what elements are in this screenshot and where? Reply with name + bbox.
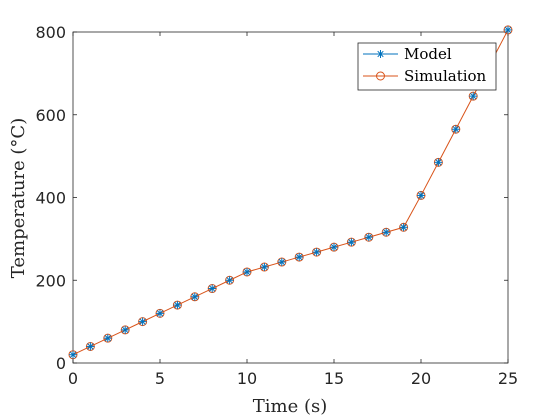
- y-tick-label: 600: [35, 106, 66, 125]
- model-point-stroke: [330, 243, 338, 251]
- model-point: [138, 317, 147, 326]
- model-point: [103, 334, 112, 343]
- x-axis-label: Time (s): [253, 396, 328, 417]
- x-tick-label: 25: [498, 369, 518, 388]
- y-tick-label: 0: [56, 354, 66, 373]
- legend-model-label: Model: [404, 45, 452, 63]
- model-point-stroke: [296, 253, 303, 261]
- model-point-stroke: [209, 285, 216, 292]
- model-point-stroke: [191, 293, 198, 300]
- simulation-line: [72, 29, 509, 356]
- model-point-stroke: [400, 224, 407, 231]
- y-tick-label: 200: [35, 271, 66, 290]
- x-tick-label: 20: [411, 369, 431, 388]
- model-point: [156, 309, 164, 318]
- model-point-stroke: [278, 258, 285, 266]
- model-point-stroke: [313, 248, 320, 256]
- model-point: [121, 325, 130, 334]
- x-tick-label: 15: [324, 369, 344, 388]
- legend-model-marker: [376, 50, 385, 58]
- model-point: [504, 25, 512, 34]
- model-point: [451, 125, 460, 134]
- model-point: [225, 276, 234, 285]
- model-point: [69, 350, 77, 359]
- x-tick-label: 0: [68, 369, 78, 388]
- model-point: [295, 253, 304, 262]
- y-axis-label: Temperature (°C): [8, 118, 29, 278]
- axis-ticks: 0 5 10 15 20 25 0 200 400 600 800: [35, 23, 518, 388]
- legend: Model Simulation: [357, 42, 497, 91]
- model-point-stroke: [226, 277, 233, 284]
- model-point-stroke: [452, 126, 459, 133]
- model-point: [208, 284, 217, 293]
- model-point-stroke: [348, 239, 355, 246]
- legend-simulation-label: Simulation: [404, 67, 487, 85]
- model-point-stroke: [122, 326, 129, 334]
- model-point-stroke: [417, 192, 425, 199]
- model-point: [173, 301, 182, 310]
- model-point-stroke: [156, 310, 164, 317]
- model-point-stroke: [139, 318, 146, 325]
- model-point-stroke: [69, 351, 77, 358]
- model-point: [417, 191, 425, 200]
- model-point: [347, 238, 356, 247]
- model-point-stroke: [261, 263, 268, 271]
- model-point: [364, 233, 373, 242]
- model-point: [469, 92, 478, 101]
- x-tick-label: 10: [237, 369, 257, 388]
- legend-model-marker-stroke: [377, 50, 384, 58]
- model-point-stroke: [504, 26, 512, 34]
- model-point-stroke: [365, 234, 372, 241]
- x-tick-label: 5: [155, 369, 165, 388]
- model-point: [260, 263, 269, 272]
- model-point-stroke: [470, 92, 477, 100]
- model-point: [382, 228, 391, 237]
- y-tick-label: 800: [35, 23, 66, 42]
- model-point-stroke: [104, 335, 111, 342]
- model-point: [434, 158, 443, 167]
- model-point: [277, 258, 286, 267]
- model-point-stroke: [243, 268, 251, 276]
- model-point: [243, 267, 251, 276]
- model-point: [86, 342, 95, 351]
- model-point: [399, 223, 408, 232]
- model-point-stroke: [435, 159, 442, 166]
- model-point: [312, 248, 321, 257]
- model-point-stroke: [383, 229, 390, 236]
- model-point: [330, 243, 338, 252]
- model-point: [190, 292, 199, 301]
- legend-simulation-marker: [376, 71, 385, 81]
- model-point-stroke: [87, 343, 94, 350]
- y-tick-label: 400: [35, 189, 66, 208]
- model-point-stroke: [174, 301, 181, 309]
